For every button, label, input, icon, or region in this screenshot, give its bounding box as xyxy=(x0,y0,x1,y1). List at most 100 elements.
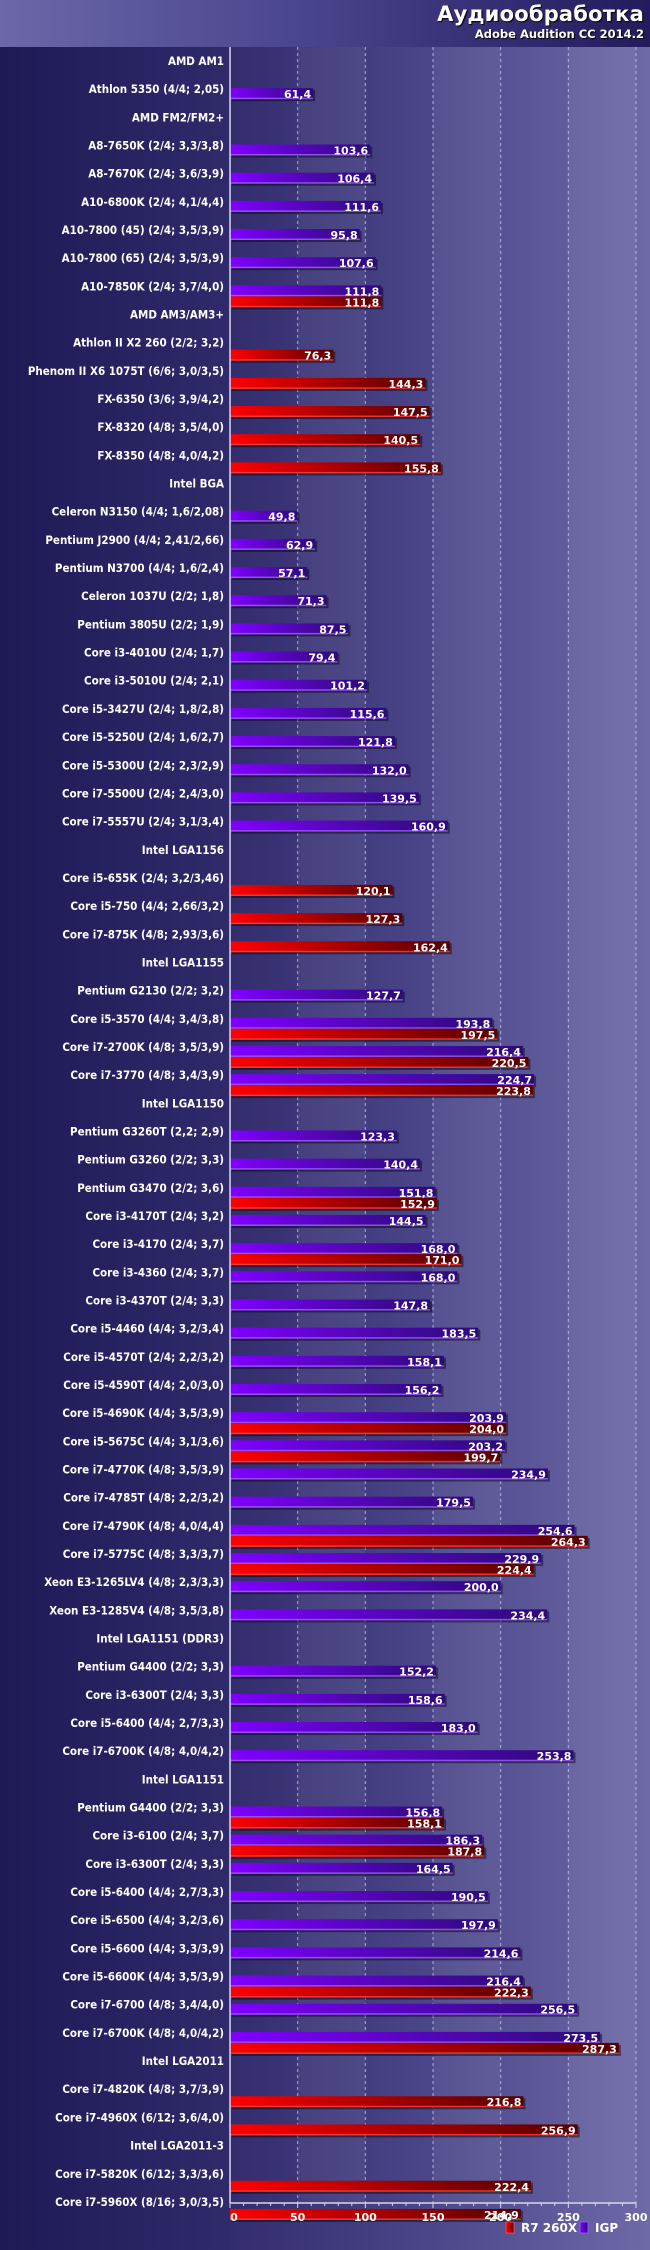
bar-edge xyxy=(230,1545,588,1547)
value-label-igp: 193,8 xyxy=(455,1018,490,1031)
category-label: Core i7-5820K (6/12; 3,3/3,6) xyxy=(55,2167,224,2181)
bar-r7 xyxy=(230,1056,529,1068)
bar-edge xyxy=(230,717,387,719)
bar-edge xyxy=(230,294,382,297)
category-label: Core i5-5250U (2/4; 1,6/2,7) xyxy=(62,730,224,744)
value-label-igp: 190,5 xyxy=(451,1891,486,1904)
bar-edge xyxy=(230,604,327,607)
bar-r7 xyxy=(230,884,393,896)
bar-igp xyxy=(230,1440,505,1452)
category-label: Core i3-4170T (2/4; 3,2) xyxy=(85,1209,224,1223)
bar-igp xyxy=(230,1581,501,1593)
category-label: Core i3-4370T (2/4; 3,3) xyxy=(85,1293,224,1307)
category-label: Core i3-6300T (2/4; 3,3) xyxy=(85,1688,224,1702)
value-label-r7: 76,3 xyxy=(304,350,331,363)
bar-r7 xyxy=(230,1986,531,1998)
bar-edge xyxy=(230,1365,444,1367)
bar-edge xyxy=(230,689,367,691)
bar-igp xyxy=(230,2031,601,2043)
bar-edge xyxy=(230,1703,445,1705)
value-label-igp: 253,8 xyxy=(537,1750,572,1763)
category-label: Core i5-750 (4/4; 2,66/3,2) xyxy=(70,899,224,913)
bar-r7 xyxy=(230,462,441,474)
category-label: Core i7-5960X (8/16; 3,0/3,5) xyxy=(55,2195,224,2209)
bar-igp xyxy=(230,200,382,212)
value-label-igp: 87,5 xyxy=(319,623,346,636)
bar-edge xyxy=(230,1844,483,1846)
bar-r7 xyxy=(230,1845,485,1857)
category-label: Core i5-3570 (4/4; 3,4/3,8) xyxy=(70,1012,224,1026)
bar-igp xyxy=(230,1186,436,1198)
category-label: Core i7-4770K (4/8; 3,5/3,9) xyxy=(62,1463,224,1477)
bar-igp xyxy=(230,1299,431,1311)
category-label: FX-8320 (4/8; 3,5/4,0) xyxy=(97,420,224,434)
value-label-r7: 224,4 xyxy=(497,1564,532,1577)
category-label: Athlon 5350 (4/4; 2,05) xyxy=(89,82,224,96)
value-label-igp: 158,6 xyxy=(408,1694,443,1707)
bar-igp xyxy=(230,538,316,550)
bar-edge xyxy=(230,1066,529,1068)
category-label: A10-7850K (2/4; 3,7/4,0) xyxy=(81,279,224,293)
bar-edge xyxy=(230,922,403,925)
value-label-r7: 287,3 xyxy=(582,2043,617,2056)
category-label: Athlon II X2 260 (2/2; 3,2) xyxy=(73,336,224,350)
bar-r7 xyxy=(230,1535,588,1547)
bar-edge xyxy=(230,773,409,776)
bar-edge xyxy=(230,266,376,269)
value-label-igp: 224,7 xyxy=(497,1074,532,1087)
group-label: Intel BGA xyxy=(169,477,224,491)
category-label: Pentium N3700 (4/4; 1,6/2,4) xyxy=(55,561,224,575)
value-label-igp: 229,9 xyxy=(504,1553,539,1566)
bar-edge xyxy=(230,1506,473,1508)
category-label: Phenom II X6 1075T (6/6; 3,0/3,5) xyxy=(28,364,224,378)
plot-band xyxy=(501,47,569,2203)
category-label: Core i3-4010U (2/4; 1,7) xyxy=(84,646,224,660)
plot-band xyxy=(230,47,298,2203)
value-label-igp: 61,4 xyxy=(284,88,311,101)
bar-igp xyxy=(230,144,371,156)
bar-igp xyxy=(230,1524,575,1536)
bar-igp xyxy=(230,172,374,184)
bar-edge xyxy=(230,387,426,389)
bar-edge xyxy=(230,1618,548,1621)
bar-edge xyxy=(230,999,403,1001)
bar-edge xyxy=(230,1900,488,1903)
category-label: Core i7-6700 (4/8; 3,4/4,0) xyxy=(70,1998,224,2012)
bar-edge xyxy=(230,745,395,748)
category-label: Core i5-4590T (4/4; 2,0/3,0) xyxy=(63,1378,224,1392)
chart-subtitle: Adobe Audition CC 2014.2 xyxy=(474,27,644,41)
category-label: Core i3-6300T (2/4; 3,3) xyxy=(85,1857,224,1871)
bar-igp xyxy=(230,1271,458,1283)
bar-igp xyxy=(230,1750,574,1762)
bar-edge xyxy=(230,1252,458,1255)
bar-igp xyxy=(230,820,448,832)
value-label-r7: 158,1 xyxy=(407,1818,442,1831)
category-label: Core i7-4790K (4/8; 4,0/4,4) xyxy=(62,1519,224,1533)
category-label: Core i5-5300U (2/4; 2,3/2,9) xyxy=(62,758,224,772)
category-label: Core i3-6100 (2/4; 3,7) xyxy=(92,1829,224,1843)
bar-edge xyxy=(230,548,316,550)
value-label-r7: 187,8 xyxy=(447,1846,482,1859)
bar-edge xyxy=(230,210,382,212)
value-label-igp: 107,6 xyxy=(339,257,374,270)
x-tick-label: 150 xyxy=(422,2211,445,2224)
label-column-background xyxy=(0,47,230,2250)
bar-edge xyxy=(230,1759,574,1762)
bar-edge xyxy=(230,2133,578,2136)
bar-edge xyxy=(230,1055,523,1057)
bar-igp xyxy=(230,1017,493,1029)
bar-r7 xyxy=(230,1197,437,1209)
value-label-igp: 216,4 xyxy=(486,1046,521,1059)
category-label: Celeron N3150 (4/4; 1,6/2,08) xyxy=(52,505,224,519)
bar-r7 xyxy=(230,2124,578,2136)
category-label: Pentium J2900 (4/4; 2,41/2,66) xyxy=(45,533,224,547)
value-label-igp: 234,4 xyxy=(510,1609,545,1622)
x-tick-label: 0 xyxy=(230,2211,238,2224)
category-label: A10-6800K (2/4; 4,1/4,4) xyxy=(81,195,224,209)
value-label-igp: 156,8 xyxy=(405,1807,440,1820)
value-label-r7: 111,8 xyxy=(345,296,380,309)
group-label: Intel LGA1156 xyxy=(142,843,224,857)
value-label-igp: 164,5 xyxy=(416,1863,451,1876)
bar-r7 xyxy=(230,2180,531,2192)
legend: R7 260X IGP xyxy=(505,2221,618,2235)
